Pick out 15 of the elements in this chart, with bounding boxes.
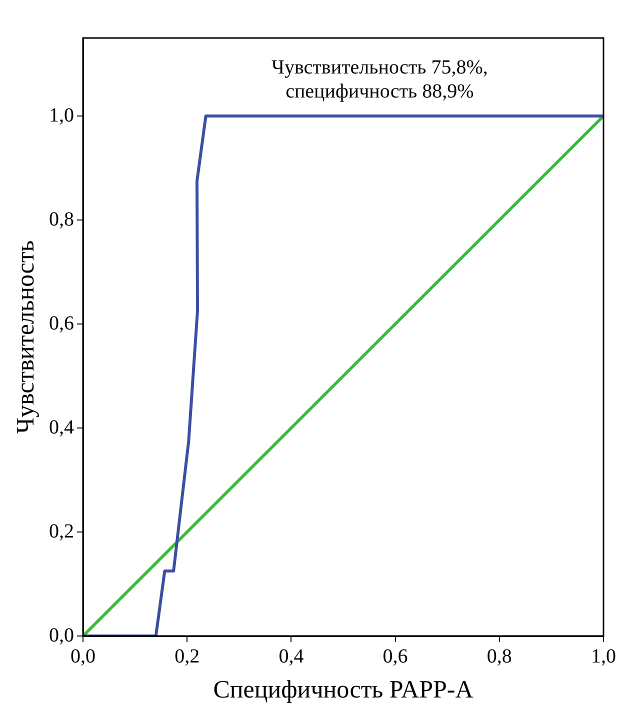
- y-tick-label: 0,4: [49, 416, 74, 438]
- x-tick-label: 0,4: [278, 645, 304, 668]
- x-tick-label: 0,0: [70, 645, 96, 668]
- x-tick-label: 0,8: [486, 645, 512, 668]
- x-tick-label: 0,2: [174, 645, 200, 668]
- x-tick-label: 1,0: [591, 645, 616, 668]
- y-tick-label: 0,0: [49, 624, 74, 646]
- annotation: Чувствительность 75,8%, специфичность 88,9%: [271, 56, 488, 102]
- y-tick-label: 0,8: [49, 208, 74, 230]
- x-tick-label: 0,6: [382, 645, 408, 668]
- y-tick-label: 1,0: [49, 104, 74, 126]
- x-axis-title: Специфичность PAPP-A: [213, 676, 474, 704]
- y-tick-label: 0,2: [49, 520, 74, 542]
- y-axis-title: Чувствительность: [12, 240, 40, 434]
- y-tick-label: 0,6: [49, 312, 74, 334]
